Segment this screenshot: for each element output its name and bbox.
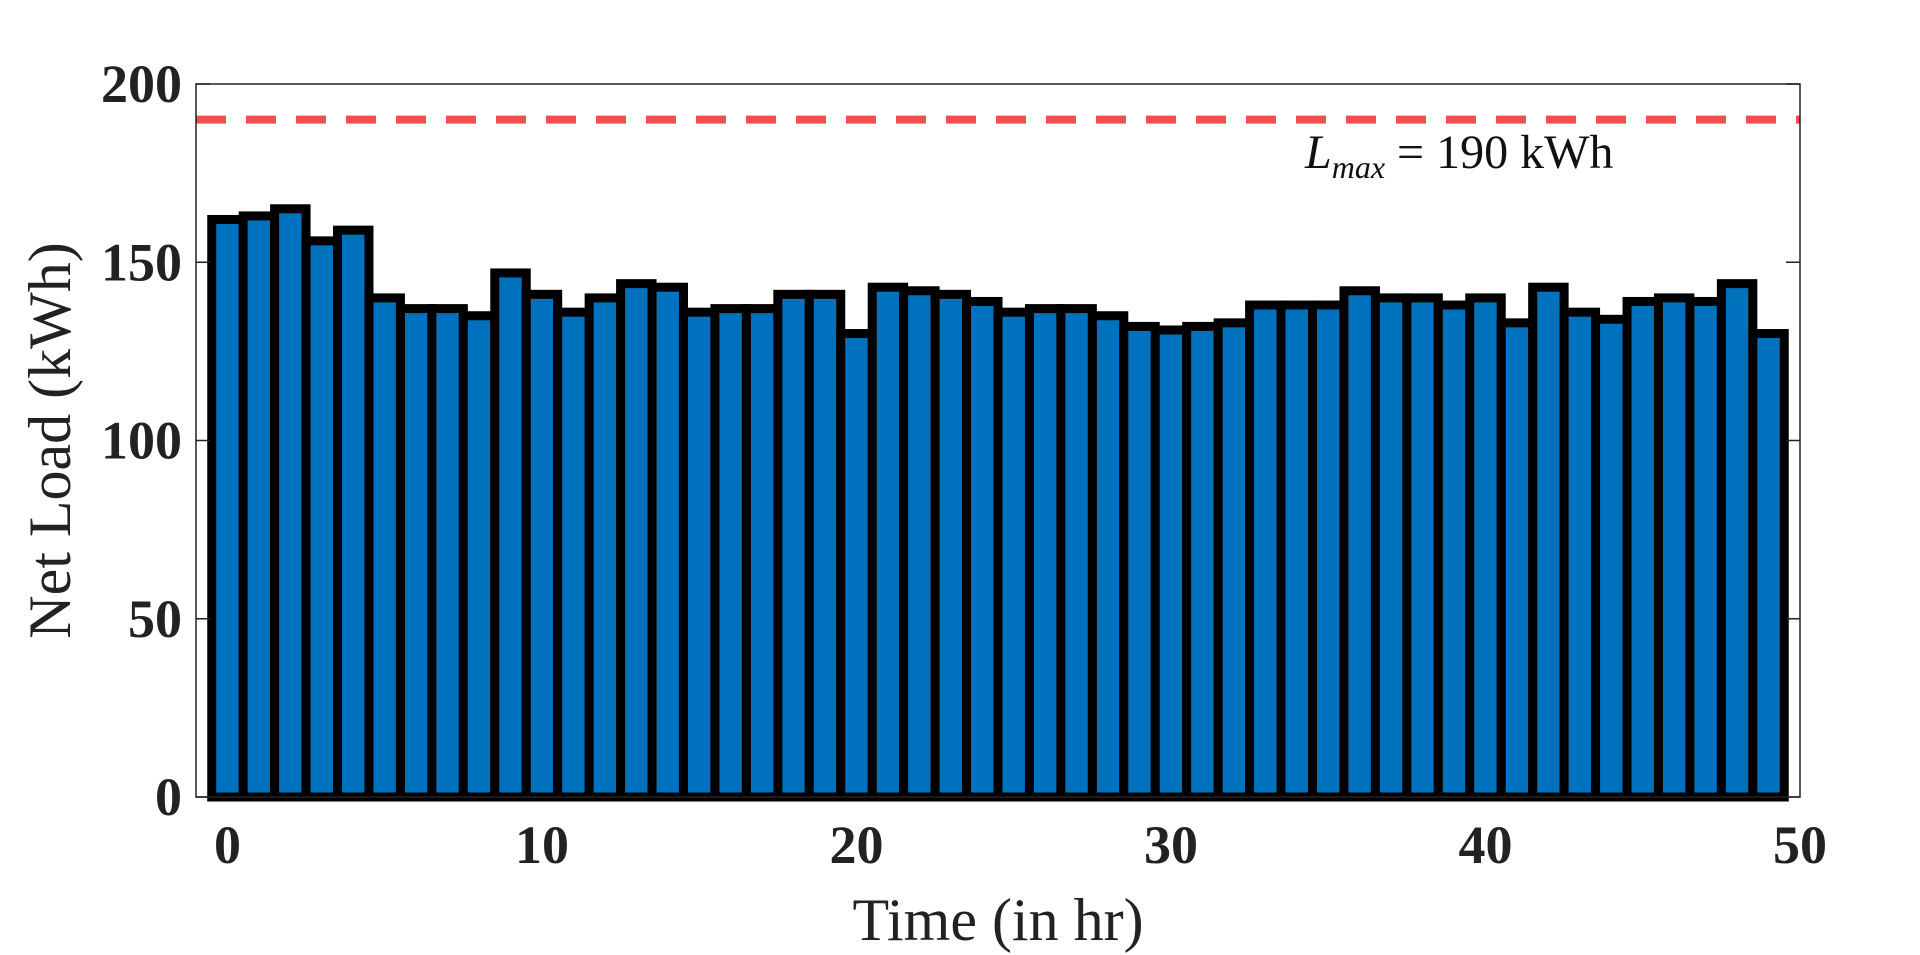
- bar-hour-16: [710, 304, 751, 802]
- bar-hour-34: [1276, 300, 1318, 802]
- bar-hour-27: [1056, 304, 1097, 802]
- bar-hour-18: [773, 289, 814, 802]
- bar-hour-44: [1591, 314, 1632, 802]
- y-tick-label-150: 150: [101, 232, 182, 292]
- x-tick-label-0: 0: [214, 815, 241, 875]
- bar-hour-26: [1024, 304, 1066, 802]
- bar-hour-38: [1402, 293, 1443, 802]
- bar-hour-9: [490, 268, 531, 802]
- x-axis-label: Time (in hr): [852, 887, 1143, 953]
- lmax-symbol: L: [1304, 126, 1332, 179]
- bar-hour-11: [553, 307, 594, 802]
- bar-hour-32: [1213, 318, 1255, 802]
- x-tick-label-50: 50: [1773, 815, 1827, 875]
- bar-hour-4: [333, 225, 374, 802]
- bar-hour-20: [836, 329, 877, 802]
- lmax-subscript: max: [1332, 149, 1385, 185]
- bar-hour-23: [930, 289, 972, 802]
- y-tick-label-0: 0: [155, 767, 182, 827]
- x-axis-ticks: 0 10 20 30 40 50: [214, 815, 1827, 875]
- bar-hour-35: [1308, 300, 1349, 802]
- bar-hour-6: [395, 304, 437, 802]
- x-tick-label-30: 30: [1144, 815, 1198, 875]
- bar-hour-41: [1496, 318, 1538, 802]
- bar-hour-40: [1465, 293, 1506, 802]
- y-tick-label-100: 100: [101, 411, 182, 471]
- bar-hour-48: [1716, 279, 1758, 802]
- bar-hour-17: [741, 304, 783, 802]
- bar-hour-10: [521, 289, 563, 802]
- bar-hour-39: [1433, 300, 1475, 802]
- bar-hour-0: [207, 214, 248, 802]
- bar-hour-13: [616, 279, 657, 802]
- bar-hour-47: [1685, 296, 1726, 802]
- bar-hour-22: [899, 286, 940, 802]
- x-tick-label-40: 40: [1458, 815, 1512, 875]
- bar-hour-5: [364, 293, 405, 802]
- bar-hour-42: [1528, 282, 1569, 802]
- x-tick-label-10: 10: [515, 815, 569, 875]
- bar-hour-30: [1150, 325, 1192, 802]
- bar-hour-31: [1182, 321, 1223, 802]
- bar-hour-28: [1087, 311, 1129, 802]
- lmax-value: = 190 kWh: [1385, 126, 1613, 179]
- bar-hour-12: [584, 293, 626, 802]
- y-tick-label-200: 200: [101, 54, 182, 114]
- bar-hour-14: [647, 282, 688, 802]
- bar-hour-43: [1559, 307, 1601, 802]
- bar-hour-37: [1370, 293, 1412, 802]
- bar-hour-21: [867, 282, 909, 802]
- y-tick-label-50: 50: [128, 589, 182, 649]
- bar-hour-49: [1748, 329, 1789, 802]
- bar-hour-24: [962, 296, 1003, 802]
- bar-hour-46: [1653, 293, 1695, 802]
- bar-hour-25: [993, 307, 1034, 802]
- bar-hour-19: [804, 289, 846, 802]
- bar-hour-15: [678, 307, 720, 802]
- bar-hour-36: [1339, 286, 1380, 802]
- bar-hour-8: [458, 311, 500, 802]
- bar-hour-2: [270, 204, 311, 802]
- bar-hour-45: [1622, 296, 1663, 802]
- bar-hour-1: [238, 211, 280, 802]
- bar-hour-3: [301, 236, 343, 802]
- lmax-annotation: Lmax = 190 kWh: [1304, 126, 1613, 185]
- bars-layer: [207, 204, 1789, 802]
- x-tick-label-20: 20: [829, 815, 883, 875]
- bar-hour-29: [1119, 321, 1160, 802]
- y-axis-ticks: 0 50 100 150 200: [101, 54, 1800, 827]
- bar-hour-7: [427, 304, 468, 802]
- bar-hour-33: [1245, 300, 1286, 802]
- y-axis-label: Net Load (kWh): [17, 242, 83, 639]
